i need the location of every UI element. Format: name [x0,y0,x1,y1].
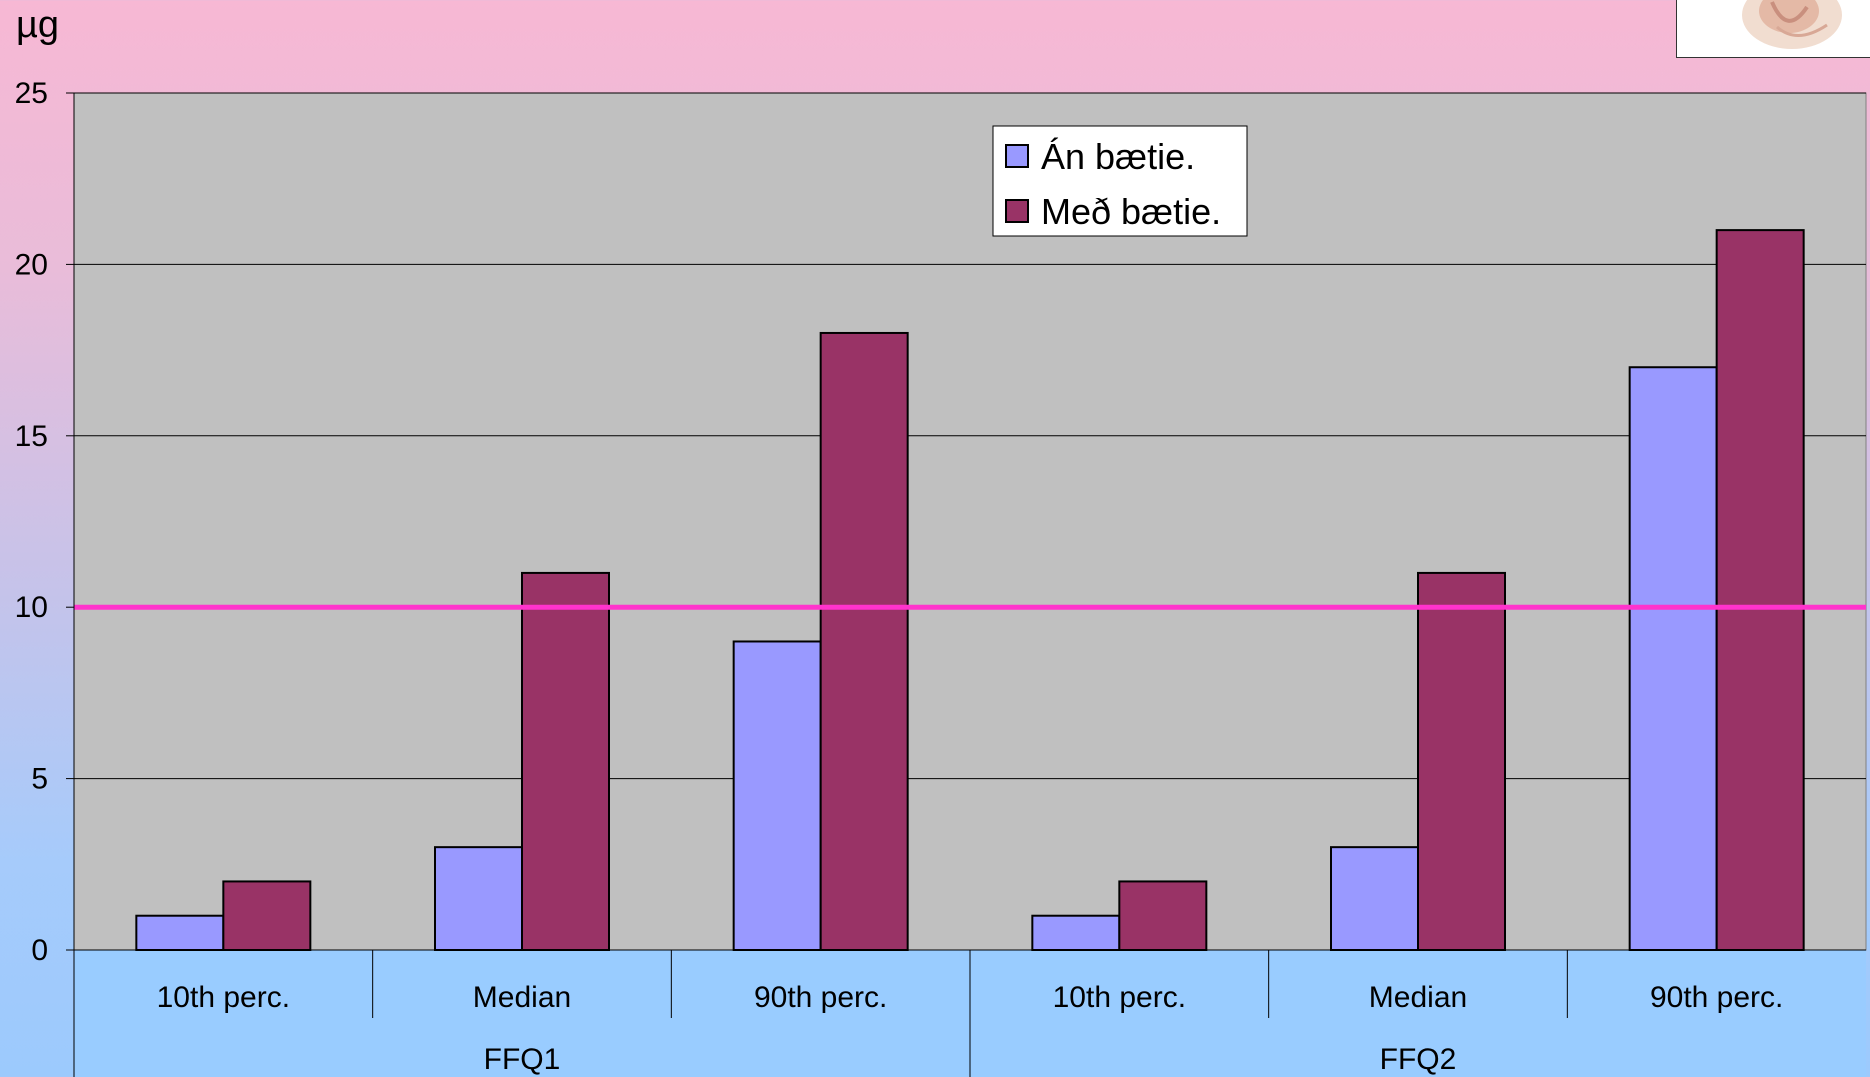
legend-box [992,125,1248,237]
x-category-label: 10th perc. [1053,981,1186,1014]
legend-label: Með bætie. [1041,191,1221,232]
bar [434,846,523,951]
x-group-label: FFQ2 [1380,1043,1457,1076]
y-tick-label: 25 [15,77,48,110]
x-category-label: 90th perc. [754,981,887,1014]
bar [521,571,610,951]
bars [135,229,1805,951]
y-tick-label: 5 [31,763,48,796]
thumbnail-image [1676,0,1870,58]
bar [1031,914,1121,951]
bar [1628,366,1718,951]
x-category-label: Median [1369,981,1467,1014]
thumbnail-illustration-icon [1742,0,1842,49]
legend: Án bætie. Með bætie. [992,125,1248,237]
y-tick-label: 15 [15,420,48,453]
x-category-label: 90th perc. [1650,981,1783,1014]
bar [1715,229,1805,951]
legend-swatch [1005,199,1029,223]
x-group-label: FFQ1 [484,1043,561,1076]
y-tick-label: 0 [31,934,48,967]
legend-label: Án bætie. [1041,136,1195,177]
x-category-label: 10th perc. [157,981,290,1014]
bar [222,880,312,951]
bar [135,914,225,951]
bar [1330,846,1419,951]
bar [1417,571,1506,951]
bar [1118,880,1208,951]
x-category-label: Median [473,981,571,1014]
legend-swatch [1005,144,1029,168]
y-axis-label: µg [16,4,59,46]
y-tick-label: 20 [15,248,48,281]
x-axis-categories: 10th perc. Median 90th perc. 10th perc. Medi… [157,950,1783,1077]
y-tick-label: 10 [15,591,48,624]
bar [819,331,909,951]
plot-area [73,92,1867,951]
bar [732,640,822,951]
